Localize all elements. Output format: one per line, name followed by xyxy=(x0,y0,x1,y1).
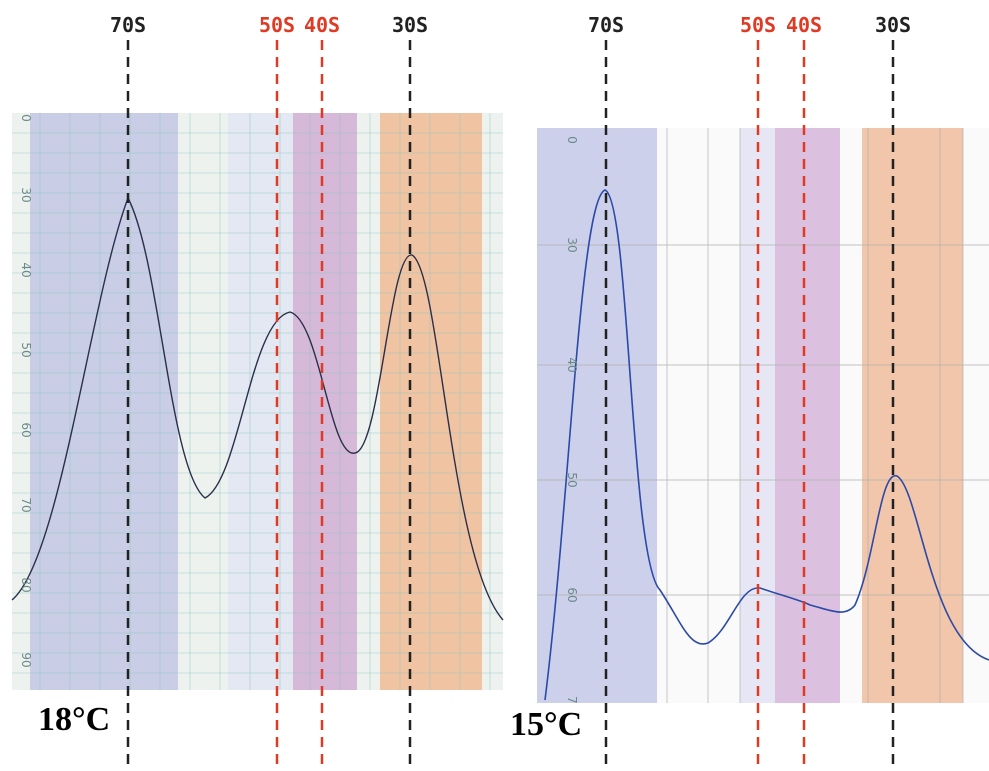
marker-label: 40S xyxy=(304,13,340,37)
scale-label: 60 xyxy=(19,422,33,437)
figure: 0 30 40 50 60 70 80 90 70S 50S 40S 30S 18°C 0 30 40 50 60… xyxy=(0,0,989,771)
marker-label: 50S xyxy=(740,13,776,37)
scale-label: 50 xyxy=(19,342,33,357)
scale-label: 7 xyxy=(565,696,579,704)
scale-label: 40 xyxy=(565,357,579,372)
marker-label: 30S xyxy=(392,13,428,37)
scale-label: 60 xyxy=(565,587,579,602)
scale-label: 90 xyxy=(19,652,33,667)
band-30s xyxy=(862,128,963,703)
marker-label: 50S xyxy=(259,13,295,37)
band-70s xyxy=(537,128,657,703)
marker-label: 70S xyxy=(110,13,146,37)
scale-label: 0 xyxy=(19,114,33,122)
marker-label: 70S xyxy=(588,13,624,37)
temperature-label: 15°C xyxy=(510,706,582,743)
scale-label: 70 xyxy=(19,497,33,512)
marker-label: 30S xyxy=(875,13,911,37)
band-40s xyxy=(293,113,357,690)
scale-label: 50 xyxy=(565,472,579,487)
band-light xyxy=(228,113,293,690)
scale-label: 30 xyxy=(19,187,33,202)
scale-label: 40 xyxy=(19,262,33,277)
band-40s xyxy=(775,128,840,703)
scale-label: 30 xyxy=(565,237,579,252)
band-30s xyxy=(380,113,482,690)
band-70s xyxy=(30,113,178,690)
temperature-label: 18°C xyxy=(38,701,110,738)
scale-label: 0 xyxy=(565,136,579,144)
scale-label: 80 xyxy=(19,577,33,592)
panel-left xyxy=(12,113,503,690)
marker-label: 40S xyxy=(786,13,822,37)
